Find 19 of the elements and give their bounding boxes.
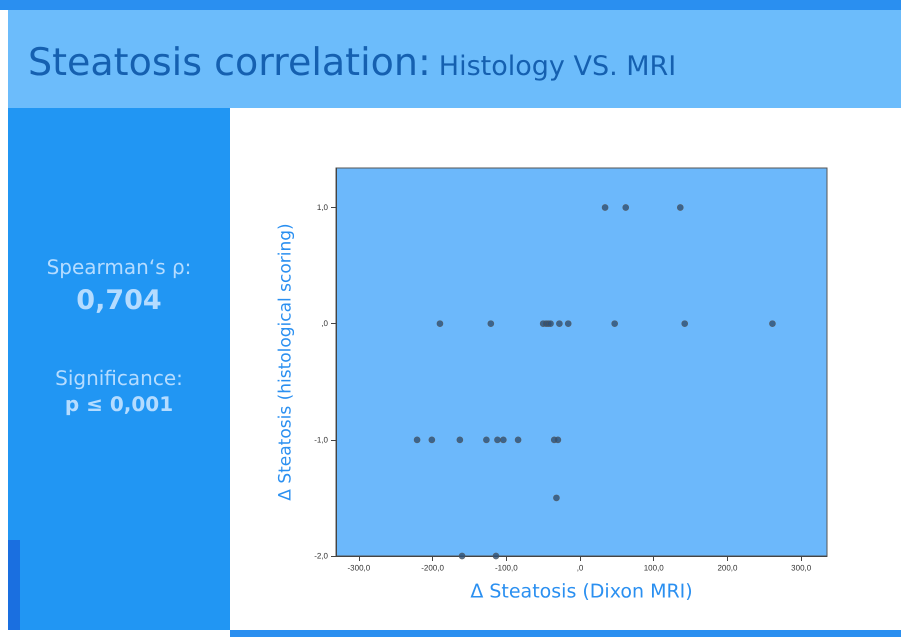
y-axis-title: Δ Steatosis (histological scoring)	[276, 223, 296, 501]
y-tick-label: -1,0	[314, 435, 329, 444]
y-tick-label: ,0	[321, 319, 329, 328]
x-tick-label: 300,0	[791, 564, 812, 572]
text: Significance:	[54, 366, 184, 390]
chart-title: Steatosis correlation:	[28, 40, 431, 84]
x-tick-label: 100,0	[644, 564, 664, 572]
x-tick-label: 200,0	[717, 564, 738, 572]
text: Spearman‘s ρ:	[46, 255, 192, 279]
chart-subtitle: Histology VS. MRI	[438, 51, 676, 82]
x-tick-label: ,0	[576, 564, 584, 572]
y-tick-label: -2,0	[314, 552, 329, 560]
x-tick-label: -200,0	[421, 564, 444, 572]
y-tick-label: 1,0	[316, 202, 329, 212]
x-tick-label: -300,0	[348, 564, 371, 572]
x-tick-label: -100,0	[494, 564, 518, 572]
text: p ≤ 0,001	[64, 392, 174, 416]
x-axis-title: Δ Steatosis (Dixon MRI)	[470, 580, 693, 602]
text: 0,704	[75, 285, 163, 316]
